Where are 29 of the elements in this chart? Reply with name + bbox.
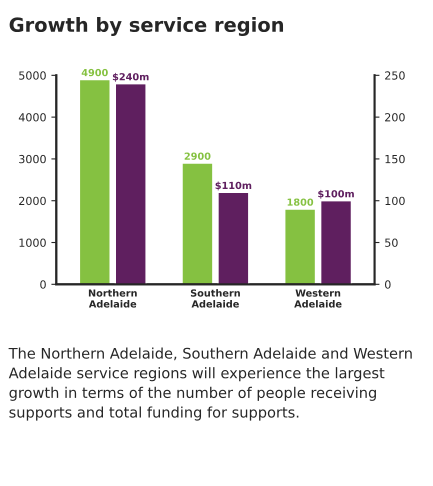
y2-tick-label: 200: [385, 113, 405, 122]
bar: [181, 162, 214, 284]
bar: [320, 200, 352, 284]
bar: [114, 82, 147, 284]
data-label: $100m: [318, 190, 354, 199]
data-label: $110m: [216, 182, 252, 190]
data-label: 4900: [82, 68, 108, 76]
y-tick-label: 2000: [19, 196, 46, 206]
y-tick-label: 5000: [19, 71, 46, 80]
data-label: 2900: [184, 152, 211, 160]
y-tick-label: 0: [40, 280, 46, 289]
bar: [217, 192, 250, 284]
y2-tick-label: 50: [385, 238, 398, 247]
y2-tick-label: 0: [385, 280, 391, 289]
x-tick-label: Northern Adelaide: [88, 289, 137, 308]
y-tick-label: 1000: [20, 238, 46, 247]
x-tick-label: Western Adelaide: [294, 289, 342, 308]
bar: [284, 208, 316, 284]
data-label: $240m: [112, 72, 149, 82]
data-label: 1800: [288, 198, 314, 206]
y2-tick-label: 100: [385, 196, 405, 206]
x-tick-label: Southern Adelaide: [190, 289, 240, 308]
y2-tick-label: 250: [385, 71, 405, 80]
bar: [78, 78, 111, 284]
chart-title: Growth by service region: [10, 17, 284, 36]
y-tick-label: 4000: [18, 113, 46, 122]
text: The Northern Adelaide, Southern Adelaide and Western Adelaide service regions will experience the largest growth in terms of the number of people receiving supports and total funding for supports.: [8, 347, 412, 421]
y2-tick-label: 150: [385, 154, 405, 164]
y-tick-label: 3000: [19, 154, 46, 164]
